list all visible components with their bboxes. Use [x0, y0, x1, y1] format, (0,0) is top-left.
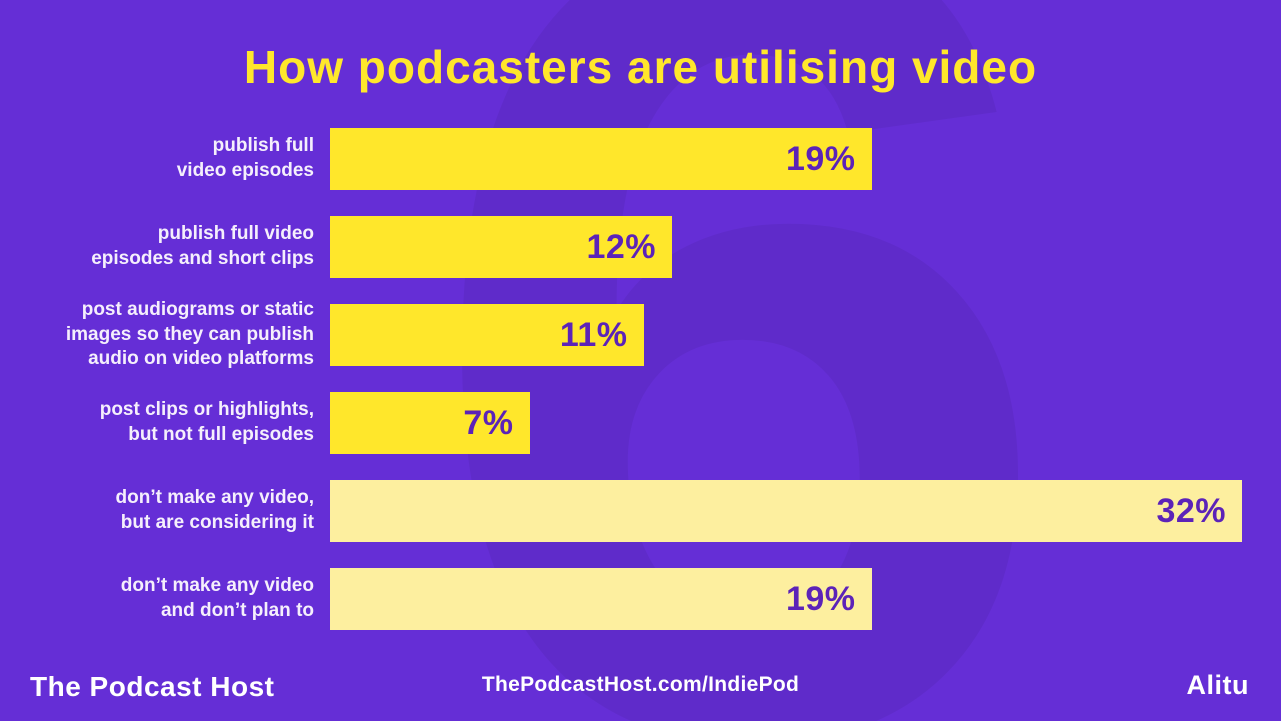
- podcast-host-logo: The Podcast Host: [30, 671, 275, 702]
- category-label: don’t make any video and don’t plan to: [120, 575, 314, 621]
- bar: 19%: [330, 128, 872, 190]
- value-label: 32%: [1156, 491, 1226, 530]
- bar: 11%: [330, 304, 644, 366]
- footer-url: ThePodcastHost.com/IndiePod: [481, 673, 800, 696]
- value-label: 12%: [586, 227, 656, 266]
- chart-row: post audiograms or static images so they…: [0, 299, 1281, 369]
- alitu-logo: Alitu: [1186, 670, 1249, 700]
- bar-chart: publish full video episodes 19% publish …: [0, 128, 1281, 656]
- value-label: 19%: [785, 579, 856, 618]
- chart-row: don’t make any video and don’t plan to 1…: [0, 568, 1281, 630]
- chart-row: publish full video episodes 19%: [0, 128, 1281, 190]
- chart-row: publish full video episodes and short cl…: [0, 216, 1281, 278]
- bar: 12%: [330, 216, 672, 278]
- value-label: 11%: [559, 315, 628, 354]
- category-label: post clips or highlights, but not full e…: [99, 399, 314, 445]
- bar: 32%: [330, 480, 1242, 542]
- page-title: How podcasters are utilising video: [243, 41, 1038, 93]
- category-label: post audiograms or static images so they…: [65, 298, 314, 370]
- bar: 19%: [330, 568, 872, 630]
- category-label: publish full video episodes and short cl…: [91, 223, 314, 269]
- value-label: 7%: [463, 403, 514, 442]
- category-label: publish full video episodes: [176, 135, 314, 181]
- category-label: don’t make any video, but are considerin…: [115, 487, 315, 533]
- bar: 7%: [330, 392, 530, 454]
- value-label: 19%: [785, 139, 856, 178]
- footer: The Podcast Host ThePodcastHost.com/Indi…: [0, 661, 1281, 721]
- chart-row: don’t make any video, but are considerin…: [0, 480, 1281, 542]
- chart-row: post clips or highlights, but not full e…: [0, 392, 1281, 454]
